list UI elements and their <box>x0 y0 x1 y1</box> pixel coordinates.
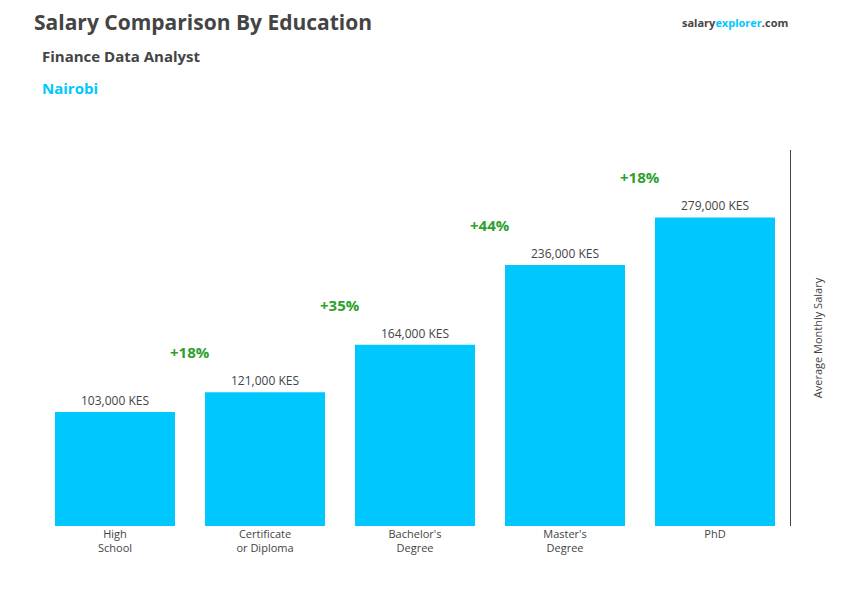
svg-text:164,000 KES: 164,000 KES <box>381 325 449 342</box>
svg-text:236,000 KES: 236,000 KES <box>531 245 599 262</box>
svg-text:+18%: +18% <box>170 342 210 362</box>
svg-text:279,000 KES: 279,000 KES <box>681 197 749 214</box>
svg-text:Bachelor'sDegree: Bachelor'sDegree <box>389 526 442 555</box>
svg-text:103,000 KES: 103,000 KES <box>81 392 149 409</box>
svg-text:+35%: +35% <box>320 295 360 315</box>
svg-text:Master'sDegree: Master'sDegree <box>543 526 587 555</box>
svg-text:Nairobi: Nairobi <box>42 78 98 98</box>
svg-text:+18%: +18% <box>620 167 660 187</box>
svg-text:Salary Comparison By Education: Salary Comparison By Education <box>34 8 372 36</box>
svg-text:Average Monthly Salary: Average Monthly Salary <box>810 277 825 398</box>
svg-text:Finance Data Analyst: Finance Data Analyst <box>42 46 201 66</box>
svg-text:Certificateor Diploma: Certificateor Diploma <box>236 526 293 555</box>
svg-text:PhD: PhD <box>704 526 725 541</box>
svg-text:HighSchool: HighSchool <box>98 526 132 555</box>
svg-text:121,000 KES: 121,000 KES <box>231 372 299 389</box>
svg-text:salaryexplorer.com: salaryexplorer.com <box>682 15 788 30</box>
svg-text:+44%: +44% <box>470 215 510 235</box>
